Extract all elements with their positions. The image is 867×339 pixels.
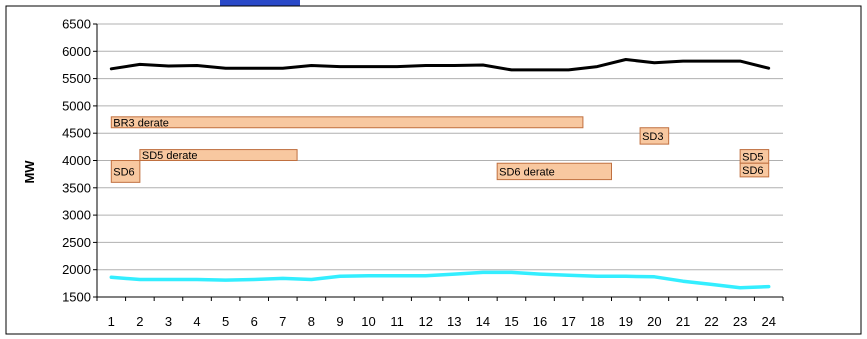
x-tick-label: 8: [308, 314, 315, 329]
event-box: [110, 160, 141, 183]
event-boxes: BR3 derate SD5 derate SD6 SD6 derate SD3 SD5 S…: [110, 116, 770, 183]
x-tick-label: 11: [390, 314, 404, 329]
x-tick-label: 1: [108, 314, 115, 329]
x-tick-label: 19: [619, 314, 633, 329]
y-tick-label: 3500: [62, 180, 91, 195]
x-tick-label: 17: [561, 314, 575, 329]
series-line-1: [109, 58, 771, 72]
series-lines: [109, 58, 771, 290]
x-tick-label: 2: [136, 314, 143, 329]
y-tick-label: 4000: [62, 153, 91, 168]
x-tick-label: 21: [676, 314, 690, 329]
y-tick-label: 1500: [62, 290, 91, 305]
x-tick-label: 7: [279, 314, 286, 329]
y-tick-label: 3000: [62, 208, 91, 223]
event-box: [139, 149, 298, 162]
x-tick-label: 5: [222, 314, 229, 329]
event-label: SD6: [742, 165, 763, 177]
x-tick-label: 15: [504, 314, 518, 329]
x-tick-label: 23: [733, 314, 747, 329]
series-line-2: [109, 270, 771, 290]
axes: [93, 23, 784, 301]
event-box: [110, 116, 584, 129]
x-tick-label: 14: [476, 314, 490, 329]
event-label: SD6: [113, 166, 134, 178]
event-label: SD6 derate: [499, 166, 555, 178]
y-tick-label: 6000: [62, 44, 91, 59]
x-tick-label: 3: [165, 314, 172, 329]
title-fragment: [220, 0, 300, 6]
event-box: [739, 162, 770, 178]
x-tick-label: 12: [418, 314, 432, 329]
x-tick-label: 24: [761, 314, 775, 329]
y-tick-label: 5000: [62, 98, 91, 113]
title-strip: [220, 0, 300, 6]
x-tick-label: 6: [251, 314, 258, 329]
y-tick-label: 4500: [62, 126, 91, 141]
x-tick-label: 10: [361, 314, 375, 329]
x-tick-label: 18: [590, 314, 604, 329]
event-label: SD3: [642, 131, 663, 143]
y-axis-title: MW: [22, 160, 37, 184]
y-tick-labels: 1500 2000 2500 3000 3500 4000 4500 5000 5500 6000…: [62, 17, 91, 305]
x-tick-label: 9: [336, 314, 343, 329]
event-label: SD5 derate: [142, 150, 198, 162]
event-label: BR3 derate: [113, 117, 169, 129]
x-tick-label: 13: [447, 314, 461, 329]
y-tick-label: 6500: [62, 17, 91, 32]
event-box: [496, 162, 612, 181]
event-box: [639, 127, 670, 145]
y-tick-label: 2500: [62, 235, 91, 250]
x-tick-label: 4: [193, 314, 200, 329]
x-tick-label: 16: [533, 314, 547, 329]
x-tick-label: 20: [647, 314, 661, 329]
y-tick-label: 5500: [62, 71, 91, 86]
event-label: SD5: [742, 151, 763, 163]
x-tick-label: 22: [704, 314, 718, 329]
y-tick-label: 2000: [62, 262, 91, 277]
x-tick-labels: 1 2 3 4 5 6 7 8 9 10 11 12 13 14 15 16 17 18 19 20 21 22 23 24: [108, 314, 776, 329]
